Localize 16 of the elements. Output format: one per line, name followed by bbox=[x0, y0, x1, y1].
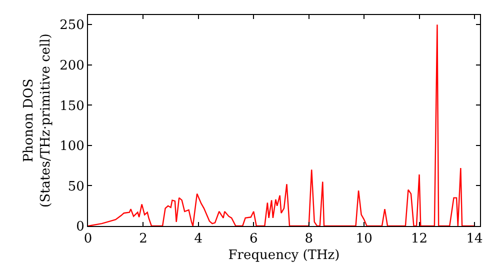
x-tick-label: 4 bbox=[194, 232, 203, 247]
y-tick-label: 150 bbox=[60, 98, 84, 114]
y-tick-label: 200 bbox=[60, 58, 84, 74]
y-tick-label: 100 bbox=[60, 139, 84, 154]
x-tick-label: 14 bbox=[466, 232, 483, 247]
x-tick-label: 6 bbox=[249, 232, 258, 247]
x-tick-label: 12 bbox=[410, 232, 428, 247]
y-tick-label: 0 bbox=[76, 220, 84, 235]
y-tick-label: 50 bbox=[68, 179, 84, 194]
line-series bbox=[88, 24, 476, 226]
x-tick-label: 10 bbox=[356, 232, 372, 247]
x-tick-label: 2 bbox=[139, 232, 148, 247]
y-axis-title: Phonon DOS (States/THz·primitive cell) bbox=[22, 33, 54, 208]
y-tick-label: 250 bbox=[60, 18, 84, 34]
x-tick-label: 8 bbox=[304, 232, 313, 247]
x-axis-title: Frequency (THz) bbox=[228, 248, 340, 264]
